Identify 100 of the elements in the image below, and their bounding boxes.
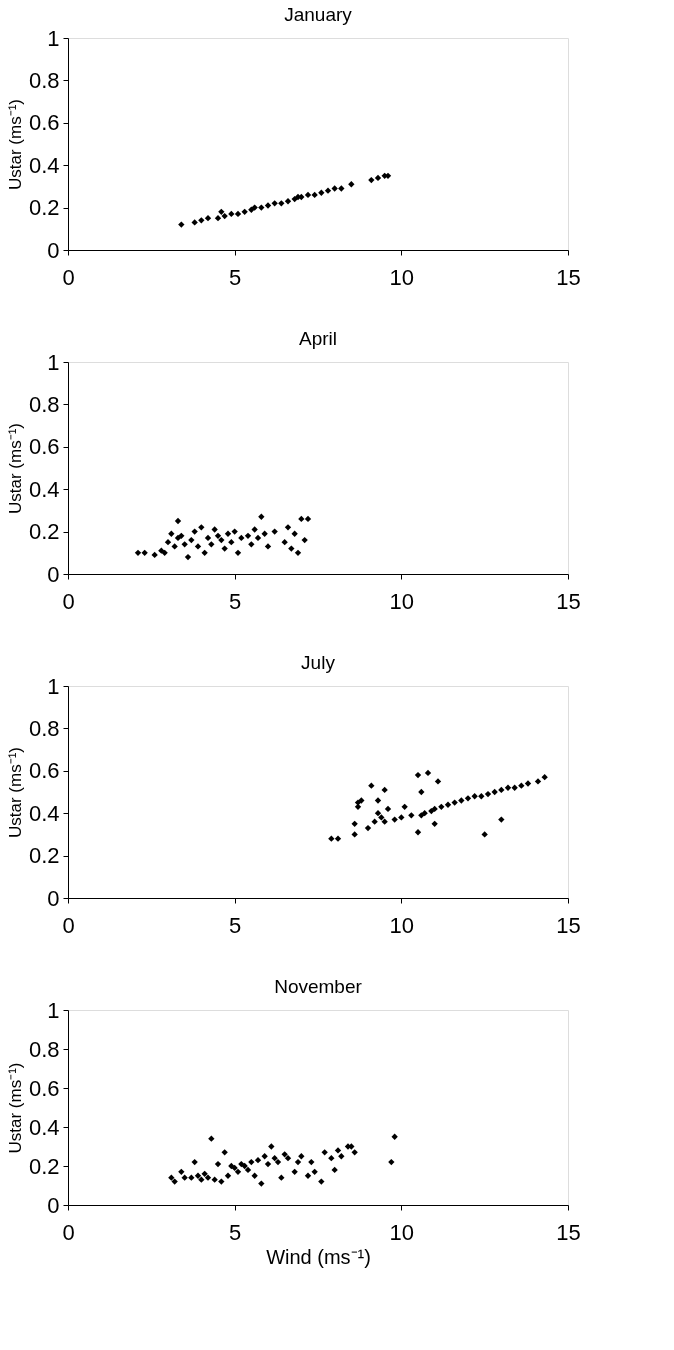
point	[498, 786, 505, 794]
x-tick-label: 5	[229, 1219, 242, 1245]
point	[198, 524, 205, 531]
point	[188, 1174, 195, 1181]
point	[484, 790, 492, 798]
y-tick-label: 1	[47, 673, 60, 699]
point	[204, 1174, 212, 1181]
point	[224, 1172, 232, 1179]
y-axis-title: Ustar (ms⁻¹)	[5, 747, 25, 838]
point	[398, 814, 405, 821]
point	[464, 795, 472, 802]
y-axis-title: Ustar (ms⁻¹)	[5, 1062, 25, 1154]
x-axis-title: Wind (ms⁻¹)	[266, 1245, 371, 1268]
y-tick-label: 0.6	[28, 110, 60, 136]
point	[328, 1155, 335, 1162]
x-tick-label: 10	[389, 1219, 415, 1245]
y-tick-label: 1	[47, 997, 60, 1023]
point	[434, 778, 442, 785]
point	[198, 217, 205, 224]
point	[498, 816, 505, 823]
point	[168, 530, 175, 537]
point	[164, 539, 172, 546]
point	[384, 805, 392, 813]
point	[351, 820, 358, 827]
point	[334, 835, 342, 842]
point	[331, 1166, 338, 1174]
point	[478, 793, 485, 800]
point	[171, 543, 178, 550]
point	[194, 1172, 202, 1179]
point	[198, 1176, 205, 1183]
point	[358, 797, 365, 804]
chart-title: November	[274, 976, 363, 997]
y-tick-label: 0.4	[28, 476, 60, 502]
x-tick-label: 10	[389, 588, 415, 614]
point	[368, 782, 375, 789]
point	[221, 212, 228, 220]
point	[214, 215, 222, 222]
point	[391, 1133, 398, 1140]
point	[228, 210, 235, 218]
y-tick-label: 0.4	[28, 152, 60, 178]
point	[391, 816, 398, 823]
y-axis-title: Ustar (ms⁻¹)	[5, 423, 25, 514]
point	[418, 788, 425, 796]
x-tick-label: 5	[229, 588, 242, 614]
point	[491, 788, 498, 796]
point	[311, 191, 318, 199]
point	[304, 191, 312, 199]
point	[261, 530, 268, 537]
point	[181, 541, 188, 548]
point	[338, 185, 345, 192]
point	[204, 534, 212, 542]
point	[228, 539, 235, 546]
point	[381, 786, 388, 794]
point	[338, 1153, 345, 1160]
x-tick-label: 15	[556, 264, 581, 290]
point	[211, 1176, 218, 1183]
point	[201, 549, 208, 556]
point	[351, 1149, 358, 1156]
point	[224, 530, 232, 537]
point	[171, 1178, 178, 1185]
point	[334, 1147, 342, 1154]
point	[248, 1158, 255, 1166]
point	[264, 202, 272, 209]
point	[214, 1160, 222, 1168]
point	[178, 532, 185, 539]
point	[511, 784, 518, 791]
point	[421, 810, 428, 817]
point	[278, 1174, 285, 1181]
point	[281, 539, 288, 546]
point	[438, 803, 445, 810]
point	[258, 204, 265, 211]
point	[534, 778, 542, 785]
point	[141, 549, 148, 556]
point	[194, 543, 202, 550]
point	[234, 210, 242, 218]
point	[304, 1172, 312, 1179]
point	[318, 1178, 325, 1185]
point	[308, 1158, 315, 1166]
x-tick-label: 15	[556, 588, 581, 614]
y-axis-title: Ustar (ms⁻¹)	[5, 99, 25, 190]
y-tick-label: 0.8	[28, 715, 60, 741]
point	[331, 185, 338, 192]
point	[134, 549, 142, 556]
point	[184, 553, 192, 561]
point	[321, 1149, 328, 1156]
point	[364, 824, 372, 832]
point	[374, 174, 382, 182]
point	[231, 528, 238, 535]
y-tick-label: 0.8	[28, 391, 60, 417]
point	[218, 208, 225, 215]
point	[234, 1168, 242, 1176]
point	[221, 1149, 228, 1156]
x-tick-label: 10	[389, 912, 415, 938]
point	[244, 1166, 252, 1174]
point	[168, 1174, 175, 1181]
point	[191, 219, 198, 226]
x-tick-label: 5	[229, 264, 242, 290]
point	[518, 782, 525, 789]
point	[348, 181, 355, 188]
point	[284, 1155, 292, 1162]
